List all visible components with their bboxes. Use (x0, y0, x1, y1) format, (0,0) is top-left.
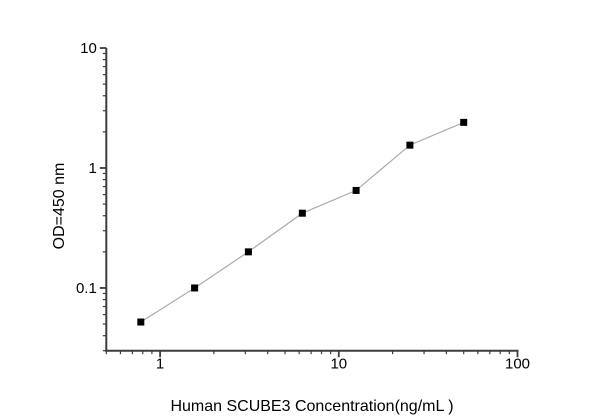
y-tick-label: 10 (80, 40, 97, 57)
y-tick-label: 0.1 (76, 280, 97, 297)
y-tick-label: 1 (88, 160, 96, 177)
x-axis-label: Human SCUBE3 Concentration(ng/mL ) (170, 398, 453, 415)
data-point (298, 209, 306, 217)
data-point (244, 248, 252, 256)
data-point (137, 318, 145, 326)
x-tick-label: 1 (156, 356, 164, 373)
data-point (352, 186, 360, 194)
data-point (191, 284, 199, 292)
y-axis-label: OD=450 nm (51, 163, 68, 250)
series-line (140, 121, 464, 323)
plot-area: 1 10 100 0.1 1 10 (76, 40, 530, 373)
x-tick-label: 10 (330, 356, 347, 373)
data-point (460, 118, 468, 126)
data-point (406, 141, 414, 149)
x-tick-label: 100 (505, 356, 530, 373)
